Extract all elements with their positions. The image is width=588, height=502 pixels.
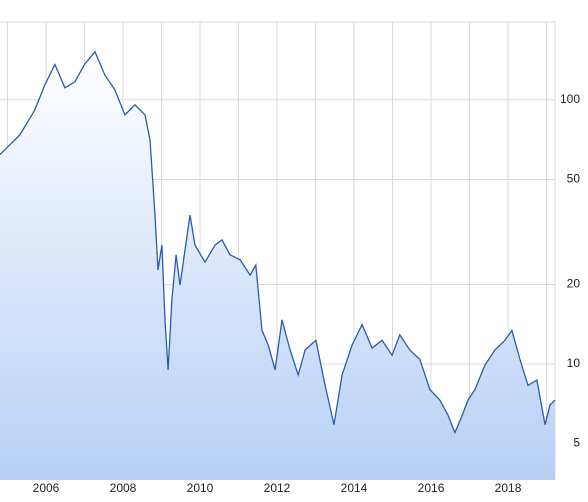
x-tick-label: 2014	[341, 481, 368, 495]
y-tick-label: 50	[567, 172, 581, 186]
y-tick-label: 100	[560, 92, 580, 106]
y-tick-label: 20	[567, 277, 581, 291]
area-fill	[0, 51, 555, 480]
y-tick-label: 5	[573, 436, 580, 450]
x-tick-label: 2006	[33, 481, 60, 495]
x-tick-label: 2010	[187, 481, 214, 495]
y-tick-label: 10	[567, 356, 581, 370]
price-line	[0, 50, 556, 435]
x-tick-label: 2016	[418, 481, 445, 495]
x-tick-label: 2012	[264, 481, 291, 495]
x-tick-label: 2008	[110, 481, 137, 495]
x-tick-label: 2018	[495, 481, 522, 495]
